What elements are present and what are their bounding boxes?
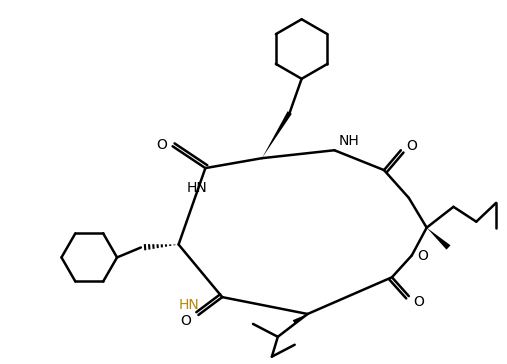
- Text: O: O: [417, 249, 428, 264]
- Text: O: O: [156, 138, 167, 152]
- Text: HN: HN: [179, 298, 200, 312]
- Text: HN: HN: [187, 181, 208, 195]
- Polygon shape: [293, 314, 308, 324]
- Text: NH: NH: [338, 134, 359, 148]
- Text: O: O: [180, 314, 191, 328]
- Text: O: O: [413, 295, 424, 309]
- Text: O: O: [406, 139, 417, 153]
- Polygon shape: [262, 111, 292, 158]
- Polygon shape: [427, 228, 451, 250]
